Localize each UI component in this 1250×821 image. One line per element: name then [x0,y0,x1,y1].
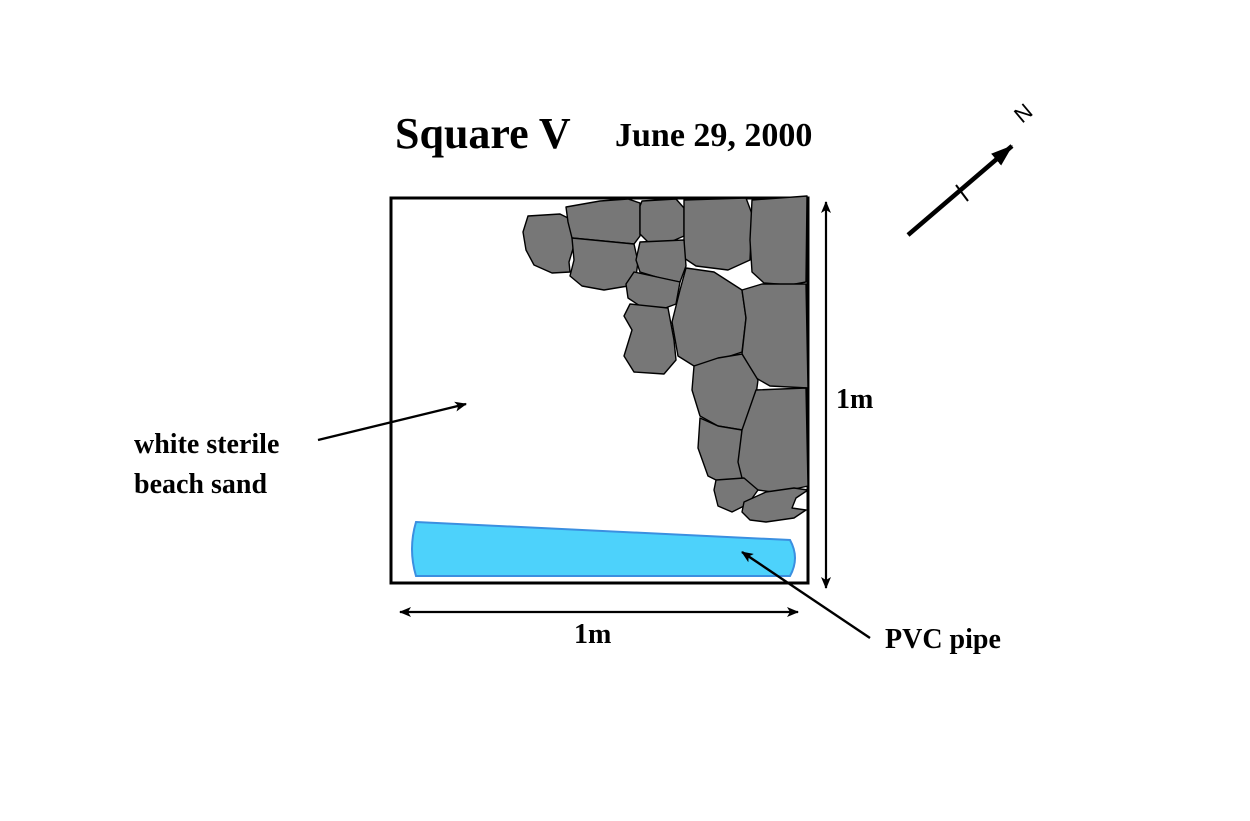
rock-piece [749,195,808,286]
pvc-pipe-pointer-arrow [741,551,871,639]
width-dimension-label: 1m [574,619,611,650]
rock-piece [741,487,809,523]
rock-piece [741,283,809,389]
rock-piece [569,237,639,291]
height-dimension-label: 1m [836,384,873,415]
diagram-date: June 29, 2000 [615,117,812,154]
diagram-title: Square V [395,109,571,158]
rock-piece [522,213,576,274]
north-label: N [1009,98,1037,127]
sand-pointer-arrow [317,401,467,442]
rock-piece [683,197,753,271]
rock-cluster [522,195,809,523]
rock-piece [639,198,685,244]
rock-piece [623,303,677,375]
pvc-pipe [411,520,796,577]
rock-piece [671,267,747,367]
rock-piece [565,198,641,245]
sample-square-outline [389,196,810,585]
sand-label-line2: beach sand [134,469,267,500]
north-arrow-icon [906,144,1014,237]
sand-label-line1: white sterile [134,429,279,460]
pvc-pipe-label: PVC pipe [885,624,1001,655]
